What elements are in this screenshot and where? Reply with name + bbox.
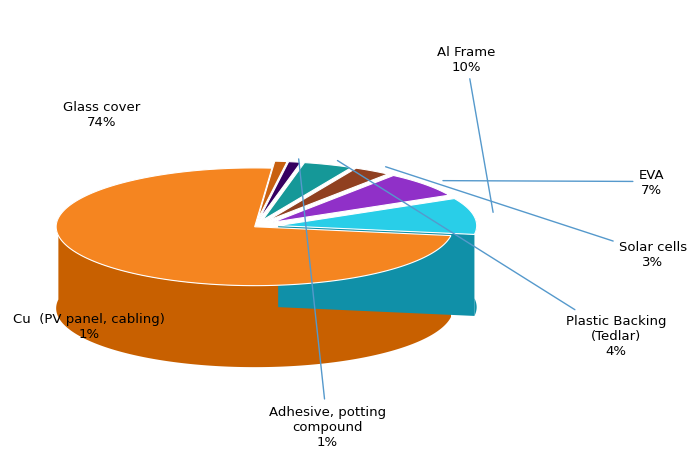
Text: Solar cells
3%: Solar cells 3% bbox=[386, 167, 687, 268]
Polygon shape bbox=[258, 162, 287, 220]
Polygon shape bbox=[56, 218, 451, 367]
Polygon shape bbox=[255, 228, 451, 318]
Polygon shape bbox=[278, 226, 475, 316]
Polygon shape bbox=[278, 199, 477, 235]
Text: Plastic Backing
(Tedlar)
4%: Plastic Backing (Tedlar) 4% bbox=[337, 161, 666, 357]
Polygon shape bbox=[262, 163, 351, 221]
Text: Glass cover
74%: Glass cover 74% bbox=[63, 101, 140, 128]
Polygon shape bbox=[475, 217, 477, 316]
Polygon shape bbox=[273, 176, 449, 223]
Polygon shape bbox=[267, 169, 388, 221]
Polygon shape bbox=[56, 168, 451, 286]
Polygon shape bbox=[259, 162, 301, 220]
Text: Al Frame
10%: Al Frame 10% bbox=[438, 46, 496, 213]
Text: Cu  (PV panel, cabling)
1%: Cu (PV panel, cabling) 1% bbox=[13, 313, 165, 341]
Text: EVA
7%: EVA 7% bbox=[443, 168, 664, 196]
Text: Adhesive, potting
compound
1%: Adhesive, potting compound 1% bbox=[269, 160, 386, 448]
